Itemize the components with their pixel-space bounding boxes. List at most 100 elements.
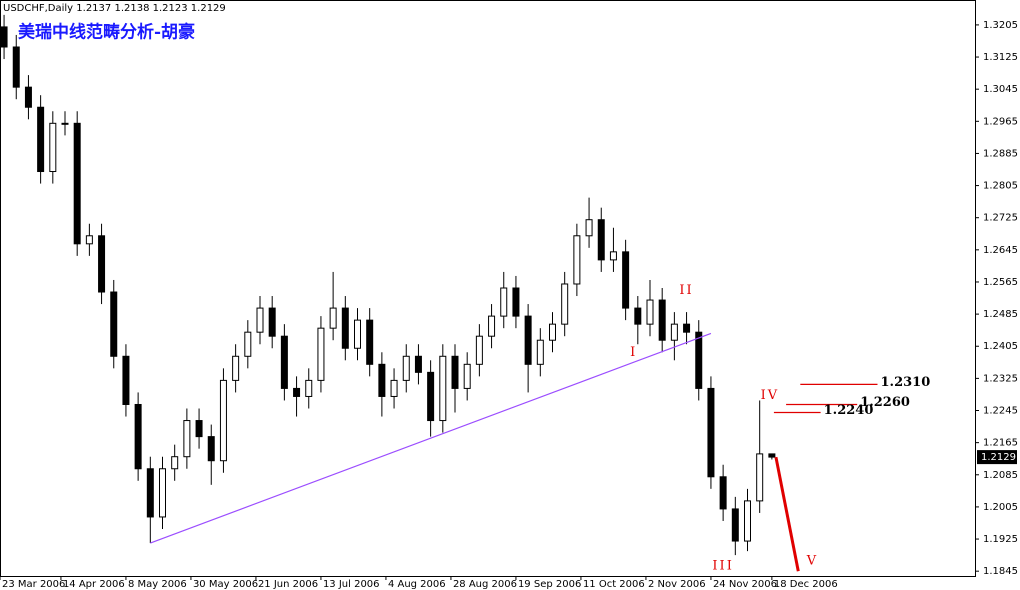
candle-body [195, 420, 203, 438]
y-tick-label: 1.1845 [983, 566, 1018, 577]
y-tick-label: 1.2965 [983, 116, 1018, 127]
candle-body [695, 331, 703, 389]
trendline [150, 332, 712, 544]
x-tick-label: 18 Dec 2006 [774, 579, 838, 590]
wave-label: V [806, 554, 818, 569]
x-tick-label: 14 Apr 2006 [63, 579, 125, 590]
x-tick-label: 13 Jul 2006 [323, 579, 380, 590]
level-label: 1.2240 [824, 403, 874, 418]
candle-body [171, 456, 179, 470]
y-tick-label: 1.2245 [983, 406, 1018, 417]
candle-body [159, 468, 166, 518]
candle-body [707, 387, 715, 478]
candle-body [366, 319, 374, 365]
candle-body [414, 355, 422, 373]
y-tick-label: 1.2325 [983, 373, 1018, 384]
candle-body [512, 287, 520, 317]
candle-body [244, 331, 252, 357]
candle-body [268, 307, 276, 337]
y-tick-label: 1.2725 [983, 213, 1018, 224]
candle-body [329, 307, 337, 329]
forecast-line [774, 456, 800, 572]
candle-body [354, 319, 361, 349]
chart-header: USDCHF,Daily 1.2137 1.2138 1.2123 1.2129 [3, 3, 226, 14]
y-tick-label: 1.2405 [983, 341, 1018, 352]
candle-body [61, 122, 69, 125]
y-tick-label: 1.3205 [983, 20, 1018, 31]
y-tick-label: 1.2885 [983, 148, 1018, 159]
candle-body [744, 500, 751, 542]
candle-body [73, 122, 81, 245]
candle-body [549, 323, 556, 341]
candle-body [731, 508, 739, 542]
y-tick-label: 1.2085 [983, 470, 1018, 481]
candle-body [0, 26, 8, 48]
x-tick-label: 23 Mar 2006 [2, 579, 65, 590]
candle-body [634, 307, 642, 325]
x-tick-label: 24 Nov 2006 [713, 579, 777, 590]
candle-body [183, 420, 191, 458]
y-tick-label: 1.3125 [983, 52, 1018, 63]
y-tick-label: 1.3045 [983, 84, 1018, 95]
candle-body [500, 287, 508, 317]
candle-body [146, 468, 154, 518]
candle-body [134, 403, 142, 470]
candle-body [24, 86, 32, 108]
candle-body [719, 476, 727, 510]
candle-body [219, 379, 227, 462]
candle-body [683, 323, 691, 333]
candle-body [609, 251, 617, 261]
candle-body [12, 46, 20, 88]
y-tick-label: 1.2005 [983, 502, 1018, 513]
candle-body [585, 219, 593, 237]
x-tick-label: 2 Nov 2006 [648, 579, 706, 590]
x-tick-label: 11 Oct 2006 [583, 579, 645, 590]
wave-label: II [679, 283, 693, 298]
candle-body [573, 235, 581, 285]
candle-body [561, 283, 569, 325]
level-label: 1.2260 [860, 395, 910, 410]
y-tick-label: 1.2165 [983, 438, 1018, 449]
wave-label: I [630, 345, 637, 360]
candle-body [378, 363, 386, 397]
candle-body [98, 235, 106, 293]
candle-body [280, 335, 288, 389]
price-tag-label: 1.2129 [981, 452, 1016, 463]
x-tick-label: 30 May 2006 [193, 579, 258, 590]
candle-body [317, 327, 325, 381]
candle-body [622, 251, 630, 309]
wave-label: III [712, 558, 733, 573]
candle-body [475, 335, 483, 365]
x-tick-label: 19 Sep 2006 [518, 579, 581, 590]
price-tag [977, 450, 1017, 465]
candle-body [293, 387, 301, 397]
candle-body [756, 453, 764, 502]
wave-label: IV [761, 388, 780, 403]
candle-body [463, 363, 471, 389]
candle-body [85, 235, 93, 245]
candle-body [122, 355, 130, 405]
y-tick-label: 1.1925 [983, 534, 1018, 545]
plot-frame [0, 0, 976, 577]
chart-title: 美瑞中线范畴分析-胡豪 [18, 22, 195, 43]
x-tick-label: 4 Aug 2006 [388, 579, 446, 590]
candle-body [451, 355, 459, 389]
x-tick-label: 8 May 2006 [128, 579, 187, 590]
candle-body [646, 299, 654, 325]
candle-body [597, 219, 605, 261]
candle-body [37, 106, 45, 173]
candle-body [427, 371, 435, 422]
candle-body [488, 315, 496, 337]
candle-body [658, 299, 666, 341]
candle-body [439, 355, 447, 422]
candle-body [524, 315, 532, 365]
candle-body [49, 122, 57, 173]
candle-body [305, 379, 313, 397]
candle-body [390, 379, 398, 397]
candle-body [341, 307, 349, 349]
candle-body [110, 291, 118, 357]
level-label: 1.2310 [881, 375, 931, 390]
x-tick-label: 21 Jun 2006 [258, 579, 318, 590]
candle-body [402, 355, 410, 381]
